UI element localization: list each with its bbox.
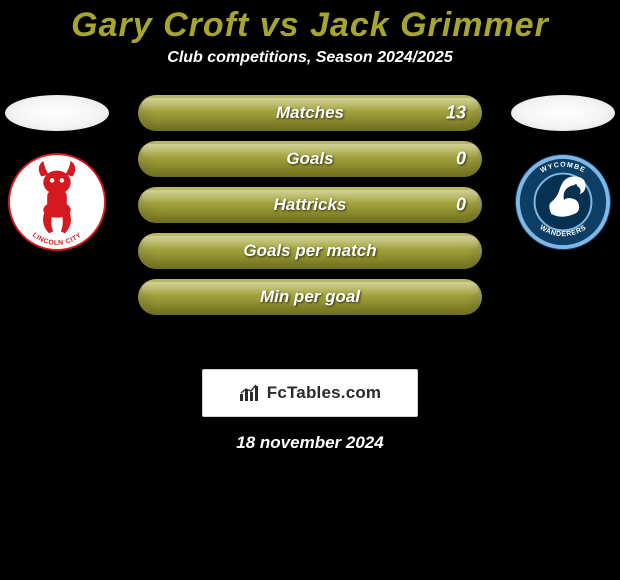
stat-label: Goals (138, 149, 482, 169)
bar-chart-icon (239, 384, 261, 402)
stat-value: 0 (456, 195, 466, 216)
stat-label: Goals per match (138, 241, 482, 261)
comparison-subtitle: Club competitions, Season 2024/2025 (0, 49, 620, 67)
brand-card: FcTables.com (202, 369, 418, 417)
snapshot-date: 18 november 2024 (0, 433, 620, 453)
stat-value: 13 (446, 103, 466, 124)
brand-text: FcTables.com (267, 383, 382, 403)
stat-bar-goals-per-match: Goals per match (138, 233, 482, 269)
lincoln-crest-icon: LINCOLN CITY (8, 153, 106, 251)
left-player-column: LINCOLN CITY (2, 95, 112, 251)
stat-bar-min-per-goal: Min per goal (138, 279, 482, 315)
stat-value: 0 (456, 149, 466, 170)
stat-bar-hattricks: Hattricks 0 (138, 187, 482, 223)
stat-label: Matches (138, 103, 482, 123)
stat-bars: Matches 13 Goals 0 Hattricks 0 Goals per… (138, 95, 482, 325)
stat-label: Min per goal (138, 287, 482, 307)
right-player-photo (511, 95, 615, 131)
right-club-crest: WYCOMBE WANDERERS (514, 153, 612, 251)
wycombe-crest-icon: WYCOMBE WANDERERS (514, 153, 612, 251)
stat-bar-goals: Goals 0 (138, 141, 482, 177)
stat-bar-matches: Matches 13 (138, 95, 482, 131)
comparison-stage: LINCOLN CITY WYCOMBE (0, 95, 620, 355)
left-club-crest: LINCOLN CITY (8, 153, 106, 251)
stat-label: Hattricks (138, 195, 482, 215)
comparison-title: Gary Croft vs Jack Grimmer (0, 6, 620, 45)
right-player-column: WYCOMBE WANDERERS (508, 95, 618, 251)
left-player-photo (5, 95, 109, 131)
